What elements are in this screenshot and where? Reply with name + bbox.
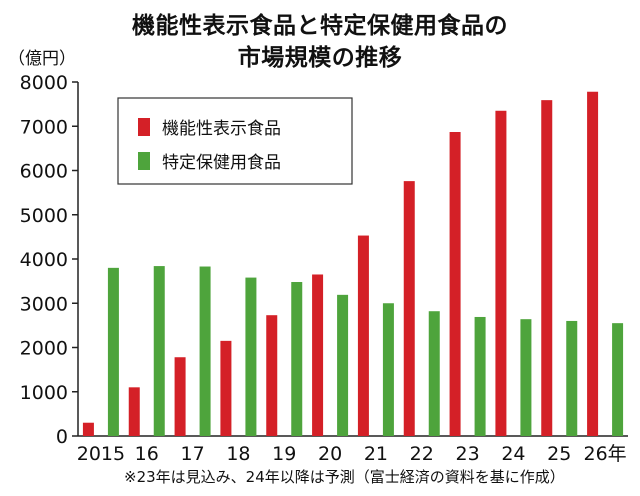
- legend-swatch-機能性表示食品: [138, 118, 150, 136]
- legend-label: 機能性表示食品: [162, 119, 281, 139]
- x-tick-label: 20: [318, 443, 342, 465]
- x-tick-label: 19: [272, 443, 296, 465]
- bar-特定保健用食品-22: [428, 311, 440, 436]
- bar-特定保健用食品-19: [291, 282, 303, 436]
- bar-機能性表示食品-16: [128, 387, 140, 436]
- bar-機能性表示食品-18: [220, 340, 232, 436]
- y-tick-label: 5000: [20, 205, 68, 227]
- y-tick-label: 7000: [20, 116, 68, 138]
- bar-特定保健用食品-25: [566, 320, 578, 436]
- y-tick-label: 4000: [20, 249, 68, 271]
- y-tick-label: 2000: [20, 338, 68, 360]
- y-tick-label: 0: [56, 426, 68, 448]
- bar-機能性表示食品-26年: [587, 91, 599, 437]
- bar-機能性表示食品-19: [266, 315, 278, 436]
- y-tick-label: 8000: [20, 72, 68, 94]
- bar-特定保健用食品-21: [382, 303, 394, 436]
- y-tick-label: 6000: [20, 161, 68, 183]
- bar-特定保健用食品-26年: [612, 323, 624, 436]
- x-tick-label: 18: [226, 443, 250, 465]
- bar-機能性表示食品-25: [541, 100, 553, 436]
- legend-label: 特定保健用食品: [162, 153, 281, 173]
- bar-機能性表示食品-23: [449, 132, 461, 436]
- bar-機能性表示食品-20: [312, 274, 324, 436]
- x-tick-label: 24: [501, 443, 525, 465]
- x-tick-label: 16: [135, 443, 159, 465]
- footnote: ※23年は見込み、24年以降は予測（富士経済の資料を基に作成）: [124, 468, 565, 486]
- chart-title-line-2: 市場規模の推移: [237, 45, 403, 71]
- x-tick-label: 22: [410, 443, 434, 465]
- bar-特定保健用食品-23: [474, 316, 486, 436]
- legend-swatch-特定保健用食品: [138, 152, 150, 170]
- bar-機能性表示食品-22: [403, 181, 415, 436]
- x-tick-label: 17: [180, 443, 204, 465]
- bar-特定保健用食品-18: [245, 277, 257, 436]
- bar-機能性表示食品-21: [357, 235, 369, 436]
- legend-box: [117, 97, 353, 185]
- y-tick-label: 1000: [20, 382, 68, 404]
- x-tick-label: 26年: [583, 443, 626, 465]
- x-tick-label: 25: [547, 443, 571, 465]
- y-axis-label: （億円）: [8, 49, 76, 69]
- x-tick-label: 21: [364, 443, 388, 465]
- x-tick-label: 23: [455, 443, 479, 465]
- bar-機能性表示食品-2015: [82, 422, 94, 436]
- bar-特定保健用食品-17: [199, 266, 211, 436]
- y-tick-label: 3000: [20, 293, 68, 315]
- bar-特定保健用食品-2015: [107, 267, 119, 436]
- bar-特定保健用食品-24: [520, 319, 532, 436]
- x-tick-label: 2015: [77, 443, 125, 465]
- bar-特定保健用食品-20: [337, 294, 349, 436]
- bar-機能性表示食品-17: [174, 357, 186, 436]
- bar-特定保健用食品-16: [153, 266, 165, 436]
- bar-機能性表示食品-24: [495, 110, 507, 436]
- chart-title-line-1: 機能性表示食品と特定保健用食品の: [132, 13, 508, 39]
